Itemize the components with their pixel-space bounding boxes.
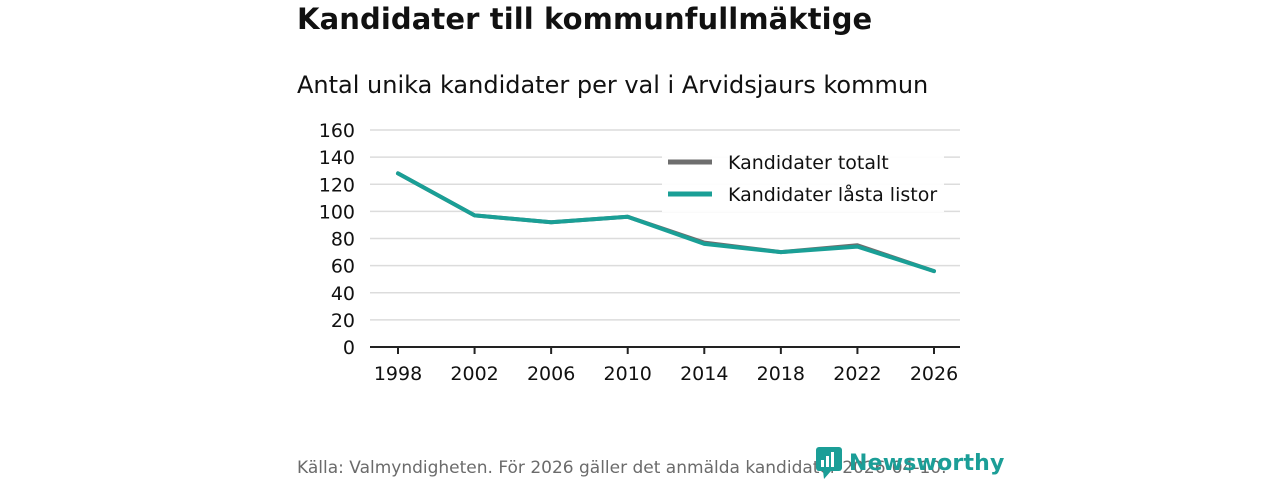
y-tick-label: 80 bbox=[331, 229, 355, 251]
x-tick-label: 2002 bbox=[450, 363, 498, 385]
newsworthy-logo: Newsworthy bbox=[815, 446, 1005, 480]
chart-subtitle: Antal unika kandidater per val i Arvidsj… bbox=[297, 71, 929, 99]
x-tick-label: 2010 bbox=[604, 363, 652, 385]
y-tick-label: 100 bbox=[319, 201, 355, 223]
source-note: Källa: Valmyndigheten. För 2026 gäller d… bbox=[297, 458, 947, 478]
legend-label: Kandidater totalt bbox=[728, 152, 889, 174]
x-tick-label: 2026 bbox=[910, 363, 958, 385]
y-tick-label: 60 bbox=[331, 256, 355, 278]
y-tick-label: 120 bbox=[319, 174, 355, 196]
x-tick-label: 1998 bbox=[374, 363, 422, 385]
x-tick-label: 2022 bbox=[833, 363, 881, 385]
y-tick-label: 140 bbox=[319, 147, 355, 169]
y-tick-label: 0 bbox=[343, 337, 355, 359]
newsworthy-logo-text: Newsworthy bbox=[849, 450, 1005, 476]
series-line-kandidater-lasta-listor bbox=[396, 171, 936, 274]
x-tick-label: 2006 bbox=[527, 363, 575, 385]
legend-label: Kandidater låsta listor bbox=[728, 183, 937, 206]
y-tick-label: 20 bbox=[331, 310, 355, 332]
x-tick-label: 2014 bbox=[680, 363, 728, 385]
newsworthy-logo-icon bbox=[816, 447, 842, 479]
y-tick-label: 160 bbox=[319, 120, 355, 142]
chart-title: Kandidater till kommunfullmäktige bbox=[297, 2, 873, 36]
x-tick-label: 2018 bbox=[757, 363, 805, 385]
y-tick-label: 40 bbox=[331, 283, 355, 305]
